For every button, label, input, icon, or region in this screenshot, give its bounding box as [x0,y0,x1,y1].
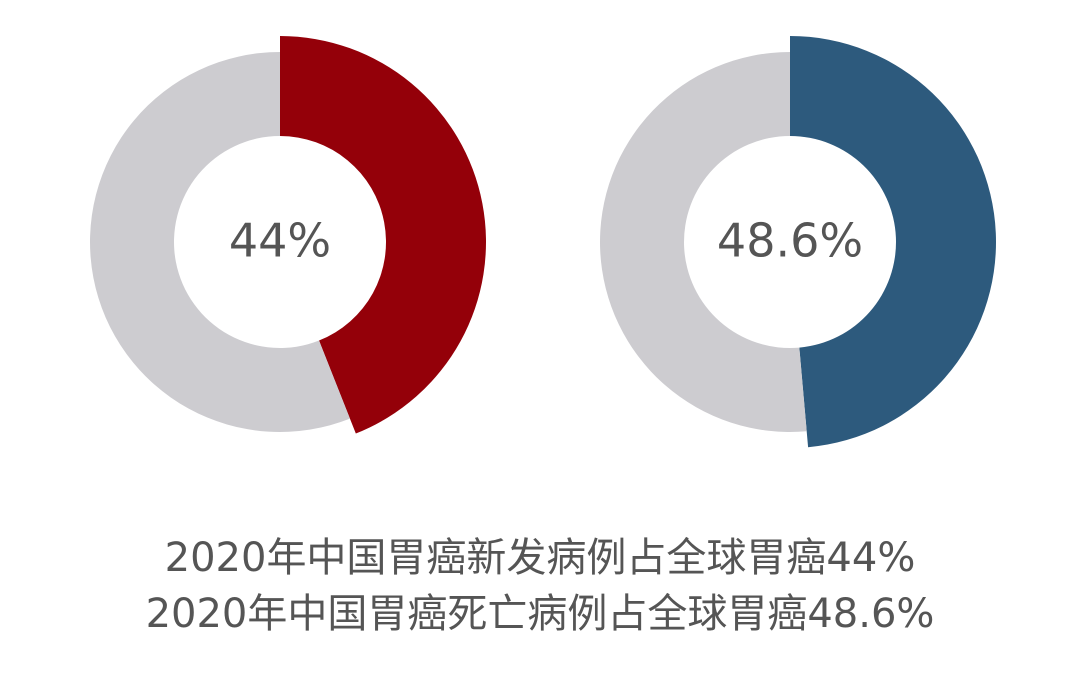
center-label: 44% [229,214,331,268]
caption: 2020年中国胃癌新发病例占全球胃癌44% [165,535,916,581]
donut-slice [600,52,807,432]
center-label: 48.6% [717,214,863,268]
donut-slice [280,36,487,434]
donut-slice [90,52,350,432]
donut-slice [790,36,997,448]
caption: 2020年中国胃癌死亡病例占全球胃癌48.6% [146,591,935,637]
